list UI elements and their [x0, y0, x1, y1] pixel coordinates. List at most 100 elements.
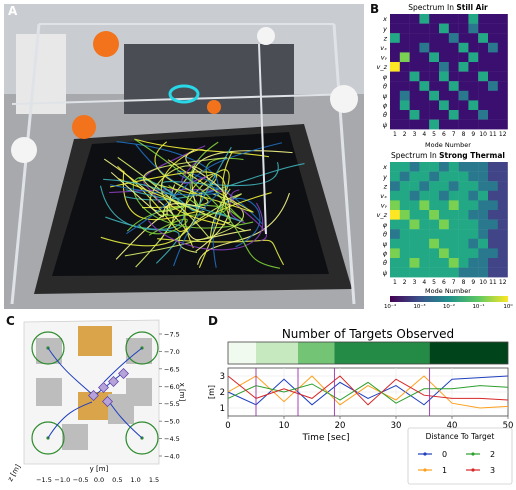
trajectory-line	[126, 204, 226, 232]
balloon-orange	[72, 115, 96, 139]
heatmap-cell	[448, 181, 459, 191]
trajectory-line	[185, 149, 230, 252]
time-tick-label: 10	[279, 421, 290, 431]
heatmap-cell	[448, 71, 459, 82]
obstacle-gray	[36, 378, 62, 406]
heatmap-cell	[409, 23, 420, 34]
heatmap-cell	[390, 190, 400, 201]
heatmap-cell	[409, 71, 420, 82]
heatmap-col-label: 6	[442, 131, 446, 138]
heatmap-cell	[468, 238, 479, 249]
heatmap-cell	[488, 190, 498, 201]
heatmap-cell	[458, 219, 469, 230]
heatmap-cell	[478, 162, 489, 172]
heatmap-cell	[468, 267, 479, 278]
heatmap-cell	[488, 219, 498, 230]
heatmap-cell	[468, 90, 479, 101]
layout-x-tick-label: −4.5	[164, 435, 180, 443]
heatmap-cell	[390, 171, 400, 182]
heatmap-col-label: 7	[452, 279, 456, 286]
trajectory-line	[157, 238, 285, 266]
heatmap-cell	[409, 200, 420, 211]
series-line-0	[227, 375, 509, 406]
layout-x-tick-label: −6.0	[164, 383, 180, 391]
layout-x-tick-label: −5.5	[164, 400, 180, 408]
heatmap-cell	[458, 23, 469, 34]
heatmap-cell	[399, 110, 410, 120]
heatmap-cell	[468, 23, 479, 34]
heatmap-cell	[497, 42, 508, 53]
distance-series	[227, 375, 509, 409]
legend-items: 0 2 1 3	[418, 450, 495, 475]
heatmap-row-label: φ̇	[383, 250, 388, 258]
heatmap-cell	[478, 62, 489, 72]
distance-tick-label: 2	[220, 388, 225, 398]
heatmap-cell	[478, 181, 489, 191]
heatmap-cell	[429, 210, 440, 220]
heatmap-cell	[429, 190, 440, 201]
heatmap-cell	[458, 171, 469, 182]
heatmap-cell	[429, 267, 440, 278]
time-ticks: 0 10 20 30 40 50	[225, 416, 513, 431]
heatmap-cell	[478, 110, 489, 120]
heatmap-cell	[399, 258, 410, 268]
heatmap-cell	[399, 267, 410, 278]
time-tick-label: 30	[391, 421, 402, 431]
heatmap-cell	[429, 119, 440, 130]
layout-y-tick-label: 0.0	[94, 476, 104, 484]
heatmap-cell	[468, 33, 479, 43]
heatmap-cell	[409, 258, 420, 268]
frame-pole-left	[10, 23, 41, 305]
heatmap-row-label: y	[382, 25, 387, 33]
heatmap-cell	[497, 23, 508, 34]
heatmap-cell	[478, 258, 489, 268]
heatmap-cell	[399, 90, 410, 101]
heatmap-cell	[419, 119, 430, 130]
heatmap-col-label: 5	[432, 279, 436, 286]
heatmap-row-label: x	[382, 163, 387, 171]
heatmap-cell	[399, 33, 410, 43]
heatmap-cell	[468, 210, 479, 220]
heatmap-cell	[497, 267, 508, 278]
legend-marker	[471, 468, 475, 472]
heatmap-cell	[468, 181, 479, 191]
trajectory-line	[99, 185, 180, 264]
legend-title: Distance To Target	[426, 432, 495, 441]
heatmap-cell	[468, 229, 479, 239]
frame-pole-back	[258, 43, 267, 235]
heatmap-cell	[448, 23, 459, 34]
heatmap-cell	[488, 162, 498, 172]
heatmap-cell	[458, 90, 469, 101]
heatmap-col-label: 10	[479, 131, 487, 138]
colorbar-ticks: 10⁻⁴ 10⁻³ 10⁻² 10⁻¹ 10⁰	[384, 303, 513, 310]
frame-mid-bar	[11, 93, 355, 105]
targets-bar-segment	[256, 342, 298, 364]
heatmap-cell	[488, 33, 498, 43]
heatmap-row-label: vᵧ	[381, 202, 388, 210]
heatmap-cell	[448, 258, 459, 268]
targets-bar-segment	[429, 342, 508, 364]
heatmap-cell	[497, 110, 508, 120]
heatmap-cell	[390, 181, 400, 191]
heatmap-cell	[419, 100, 430, 111]
heatmap-cell	[488, 238, 498, 249]
heatmap-cell	[429, 219, 440, 230]
trajectory-line	[181, 158, 207, 184]
heatmap-row-label: ψ	[383, 240, 388, 248]
time-tick-label: 40	[447, 421, 458, 431]
heatmap-cell	[458, 71, 469, 82]
heatmap-col-label: 2	[403, 131, 407, 138]
heatmap-cell	[419, 210, 430, 220]
heatmap-cell	[497, 62, 508, 72]
heatmap-cell	[478, 90, 489, 101]
heatmap-cell	[448, 81, 459, 91]
drone-marker	[88, 390, 99, 401]
heatmap-cell	[458, 33, 469, 43]
balloon-white	[11, 137, 37, 163]
heatmap-cell	[419, 110, 430, 120]
heatmap-cell	[439, 100, 449, 111]
heatmap-cell	[458, 42, 469, 53]
heatmap-cell	[399, 100, 410, 111]
heatmap-cell	[448, 42, 459, 53]
heatmap-cell	[439, 181, 449, 191]
